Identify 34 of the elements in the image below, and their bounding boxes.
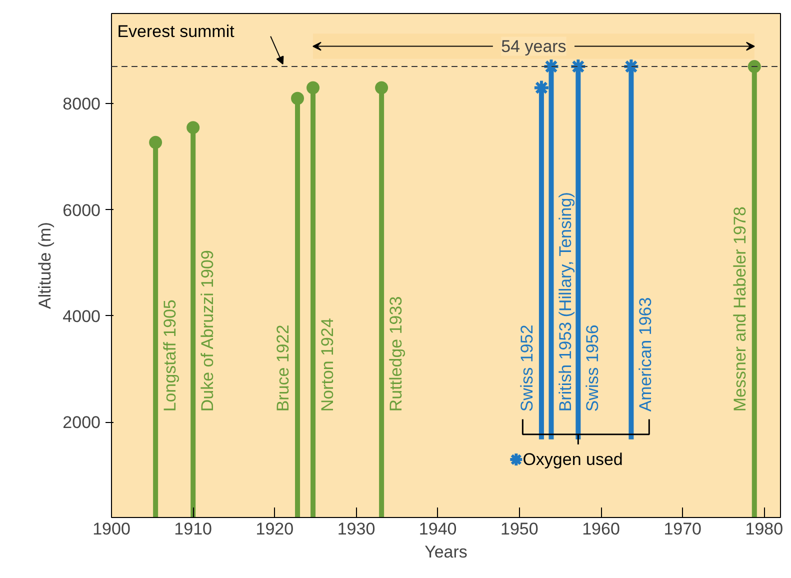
- annotation: British 1953 (Hillary, Tensing): [556, 192, 576, 412]
- annotation: Norton 1924: [318, 318, 338, 412]
- x-tick-label: 1950: [500, 520, 538, 538]
- y-tick-label: 2000: [62, 413, 101, 432]
- annotation: Swiss 1956: [583, 324, 602, 412]
- y-tick-label: 8000: [62, 94, 101, 114]
- annotation: American 1963: [636, 297, 656, 412]
- point: [149, 136, 162, 149]
- ref-line-label: Everest summit: [117, 22, 235, 41]
- annotation: Swiss 1952: [517, 324, 536, 412]
- annotation: Messner and Habeler 1978: [730, 206, 750, 412]
- point: [291, 92, 304, 105]
- y-axis-title: Altitude (m): [36, 222, 55, 309]
- y-tick-label: 6000: [62, 200, 101, 220]
- annotation: Ruttledge 1933: [386, 296, 406, 412]
- point: [306, 81, 320, 94]
- x-tick-label: 1970: [664, 520, 702, 538]
- x-tick-label: 1980: [745, 520, 784, 538]
- legend-label: Oxygen used: [522, 450, 623, 470]
- x-tick-label: 1900: [92, 520, 130, 538]
- point: [186, 121, 200, 134]
- band-label: 54 years: [501, 36, 566, 56]
- x-tick-label: 1910: [174, 520, 212, 538]
- x-tick-label: 1940: [418, 520, 457, 538]
- annotation: Longstaff 1905: [160, 299, 180, 412]
- x-tick-label: 1960: [582, 520, 620, 538]
- annotation: Bruce 1922: [274, 324, 293, 412]
- point: [375, 81, 388, 94]
- x-tick-label: 1920: [256, 520, 294, 538]
- x-axis-title: Years: [424, 542, 468, 562]
- y-tick-label: 4000: [62, 306, 101, 326]
- x-tick-label: 1930: [337, 520, 376, 538]
- annotation: Duke of Abruzzi 1909: [198, 250, 218, 412]
- point: [748, 60, 761, 74]
